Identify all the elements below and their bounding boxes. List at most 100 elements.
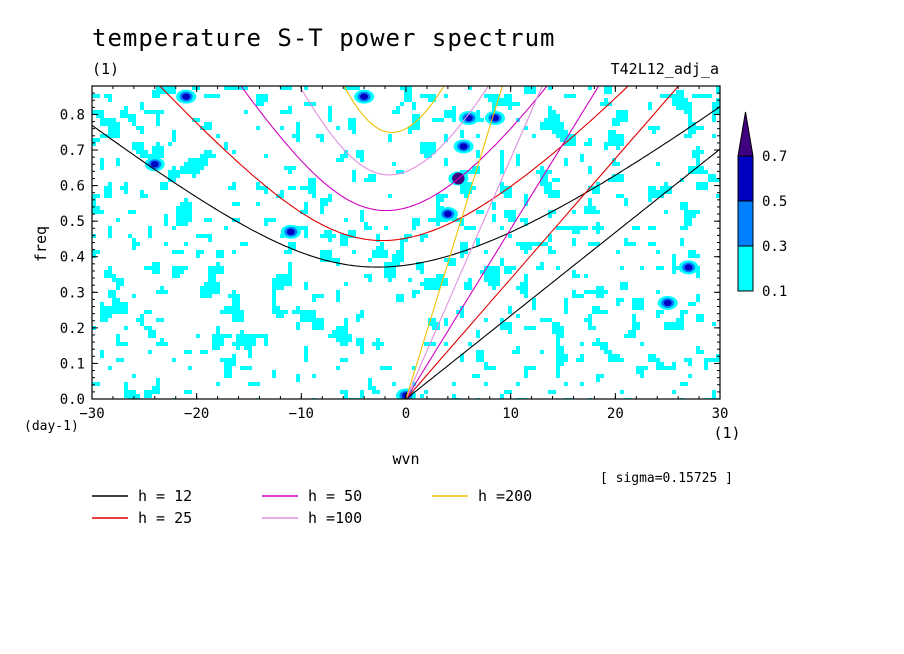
field-cell [708,94,712,98]
field-cell [600,286,604,290]
field-cell [404,234,408,238]
field-cell [228,374,232,378]
field-cell [600,342,604,346]
field-cell [448,110,452,114]
field-cell [600,294,604,298]
field-cell [484,250,488,254]
field-cell [512,214,516,218]
field-cell [208,282,212,286]
field-cell [360,214,364,218]
field-cell [548,190,552,194]
field-cell [696,350,700,354]
field-cell [316,134,320,138]
field-cell [548,238,552,242]
field-cell [148,234,152,238]
field-cell [108,122,112,126]
field-cell [300,318,304,322]
field-cell [248,382,252,386]
field-cell [108,274,112,278]
field-cell [460,246,464,250]
field-cell [452,110,456,114]
field-cell [108,126,112,130]
y-tick-label: 0.0 [60,392,85,408]
field-cell [588,314,592,318]
power-spot [150,161,159,168]
field-cell [496,274,500,278]
field-cell [604,350,608,354]
field-cell [280,190,284,194]
field-cell [616,250,620,254]
field-cell [180,250,184,254]
field-cell [140,126,144,130]
field-cell [296,130,300,134]
field-cell [500,166,504,170]
field-cell [172,266,176,270]
field-cell [696,210,700,214]
field-cell [704,366,708,370]
field-cell [620,390,624,394]
field-cell [632,226,636,230]
field-cell [216,94,220,98]
field-cell [492,366,496,370]
field-cell [228,358,232,362]
field-cell [700,186,704,190]
field-cell [432,282,436,286]
field-cell [120,342,124,346]
field-cell [612,118,616,122]
field-cell [216,270,220,274]
field-cell [624,202,628,206]
field-cell [400,254,404,258]
field-cell [312,182,316,186]
field-cell [696,270,700,274]
field-cell [492,266,496,270]
field-cell [360,218,364,222]
field-cell [536,170,540,174]
field-cell [108,306,112,310]
field-cell [156,90,160,94]
field-cell [484,318,488,322]
field-cell [544,318,548,322]
field-cell [344,358,348,362]
field-cell [112,302,116,306]
field-cell [360,314,364,318]
field-cell [156,266,160,270]
field-cell [592,226,596,230]
colorbar-label: 0.1 [762,284,787,300]
field-cell [688,118,692,122]
field-cell [412,122,416,126]
field-cell [324,234,328,238]
field-cell [108,118,112,122]
field-cell [556,190,560,194]
field-cell [560,350,564,354]
field-cell [232,290,236,294]
field-cell [700,166,704,170]
field-cell [184,222,188,226]
field-cell [328,110,332,114]
field-cell [628,242,632,246]
power-spot [459,143,468,150]
field-cell [96,138,100,142]
field-cell [408,86,412,90]
field-cell [592,342,596,346]
field-cell [112,130,116,134]
field-cell [204,122,208,126]
field-cell [692,302,696,306]
field-cell [692,126,696,130]
field-cell [492,106,496,110]
field-cell [188,214,192,218]
field-cell [596,226,600,230]
field-cell [124,106,128,110]
colorbar-label: 0.3 [762,239,787,255]
field-cell [508,210,512,214]
field-cell [404,98,408,102]
field-cell [596,290,600,294]
field-cell [148,350,152,354]
field-cell [556,126,560,130]
field-cell [104,94,108,98]
field-cell [216,250,220,254]
field-cell [288,278,292,282]
field-cell [716,194,720,198]
field-cell [232,182,236,186]
field-cell [212,342,216,346]
field-cell [692,170,696,174]
